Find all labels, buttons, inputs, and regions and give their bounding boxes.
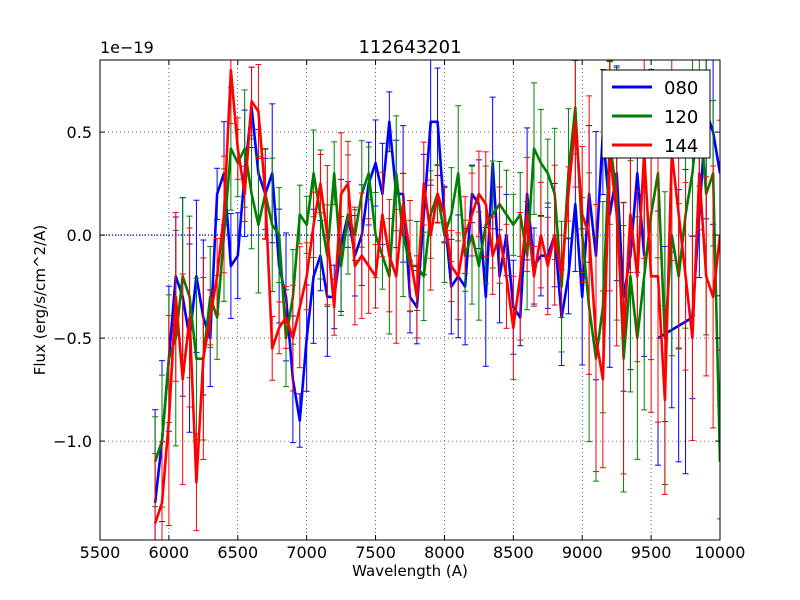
x-tick-label: 5500 [80,543,121,562]
axis-ticks: 5500 6000 6500 7000 7500 8000 8500 9000 9500 1000… [53,60,745,562]
chart-title: 112643201 [358,37,461,58]
x-axis-label: Wavelength (A) [352,562,468,580]
x-tick-label: 8500 [493,543,534,562]
y-axis-label: Flux (erg/s/cm^2/A) [31,225,49,376]
legend-box [601,69,711,159]
legend-label-120: 120 [664,107,698,128]
x-tick-label: 9500 [631,543,672,562]
plot-frame [99,59,721,541]
x-tick-label: 8000 [424,543,465,562]
y-tick-label: −1.0 [53,432,92,451]
series-layer [152,60,720,540]
y-tick-label: 0.5 [67,123,92,142]
legend: 080 120 144 [601,69,711,159]
y-tick-label: 0.0 [67,226,92,245]
x-tick-label: 6000 [149,543,190,562]
y-axis-multiplier: 1e−19 [100,38,154,57]
series-line-144 [153,69,720,524]
y-tick-label: −0.5 [53,329,92,348]
legend-label-080: 080 [664,78,698,99]
x-tick-label: 9000 [562,543,603,562]
x-tick-label: 7500 [355,543,396,562]
x-tick-label: 10000 [695,543,746,562]
x-tick-label: 7000 [286,543,327,562]
legend-label-144: 144 [664,136,698,157]
x-tick-label: 6500 [217,543,258,562]
